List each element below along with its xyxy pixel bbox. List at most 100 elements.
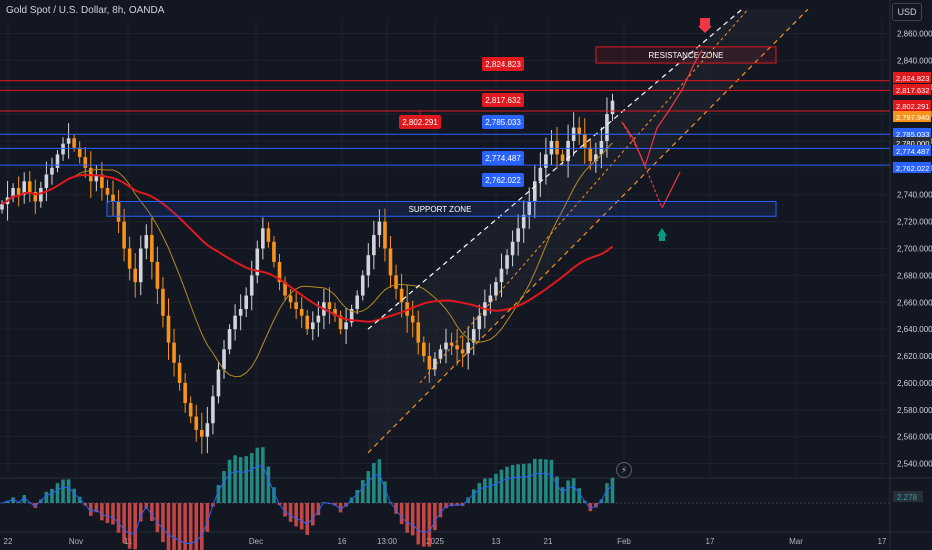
y-tick-label: 2,860.000	[897, 29, 932, 38]
oscillator-bar	[383, 481, 387, 503]
candle	[222, 339, 226, 379]
candle	[594, 142, 598, 173]
oscillator-bar	[77, 496, 82, 503]
lightning-icon[interactable]: ⚡	[616, 462, 632, 478]
oscillator-bar	[33, 503, 38, 508]
oscillator-bar	[466, 497, 470, 503]
oscillator-value-label: 2.278	[897, 493, 918, 502]
oscillator-bar	[588, 503, 593, 512]
oscillator-bar	[50, 488, 54, 503]
oscillator-bar	[227, 459, 232, 503]
oscillator-bar	[166, 503, 171, 550]
oscillator-bar	[544, 459, 548, 503]
candle	[582, 118, 587, 164]
y-tick-label: 2,540.000	[897, 460, 932, 469]
axis-price-tag-label: 2,785.033	[896, 130, 929, 139]
oscillator-bar	[433, 503, 437, 531]
candle	[200, 412, 204, 454]
oscillator-bar	[283, 503, 287, 517]
oscillator-bar	[188, 503, 193, 550]
candle	[211, 385, 215, 435]
oscillator-bar	[577, 488, 581, 503]
oscillator-bar	[355, 489, 359, 503]
oscillator-bar	[305, 503, 310, 535]
candle	[344, 307, 348, 345]
candle	[100, 161, 104, 201]
oscillator-bar	[150, 503, 154, 521]
oscillator-bar	[194, 503, 199, 550]
zone-box[interactable]	[595, 46, 777, 64]
candle	[233, 304, 237, 341]
level-callout	[399, 115, 441, 129]
candle	[150, 217, 154, 280]
support-arrow-stem-icon	[659, 236, 665, 241]
candle	[299, 296, 304, 328]
oscillator-bar	[144, 503, 149, 509]
candle	[77, 141, 82, 164]
candle	[538, 152, 543, 197]
oscillator-bar	[44, 491, 49, 503]
candle	[311, 311, 315, 341]
y-tick-label: 2,640.000	[897, 325, 932, 334]
oscillator-bar	[427, 503, 432, 547]
level-callout-label: 2,824.823	[485, 60, 521, 69]
level-callout-label: 2,762.022	[485, 176, 521, 185]
oscillator-bar	[377, 459, 382, 503]
x-tick-label: 17	[878, 537, 887, 546]
y-tick-label: 2,740.000	[897, 191, 932, 200]
zone-label: SUPPORT ZONE	[409, 205, 472, 214]
candle	[549, 130, 554, 166]
bearish-projection-path	[621, 121, 663, 209]
candle	[305, 309, 310, 335]
oscillator-bar	[477, 483, 482, 503]
candle	[427, 342, 432, 383]
candle	[27, 171, 32, 203]
level-callout-label: 2,817.632	[485, 96, 521, 105]
candle	[105, 179, 110, 204]
oscillator-bar	[266, 466, 271, 503]
oscillator-bar	[288, 503, 293, 522]
x-tick-label: Nov	[69, 537, 83, 546]
candle	[516, 214, 520, 256]
oscillator-bar	[244, 456, 248, 503]
oscillator-bar	[483, 478, 487, 503]
x-tick-label: 17	[706, 537, 715, 546]
axis-price-tag	[893, 72, 931, 83]
currency-button[interactable]: USD	[892, 3, 922, 21]
candle	[444, 328, 448, 364]
x-tick-label: 21	[544, 537, 553, 546]
level-callout	[482, 151, 524, 165]
oscillator-bar	[294, 503, 298, 527]
resistance-arrow-icon	[700, 18, 710, 26]
candle	[377, 209, 382, 248]
zone-box[interactable]	[106, 200, 777, 217]
candle	[22, 172, 26, 204]
oscillator-bar	[89, 503, 93, 516]
candle	[533, 164, 537, 218]
oscillator-bar	[394, 503, 398, 514]
candle	[433, 352, 437, 376]
candle	[460, 335, 465, 368]
oscillator-bar	[122, 503, 126, 544]
candle	[294, 292, 298, 320]
oscillator-bar	[94, 503, 99, 513]
axis-price-tag-label: 2,797.940	[896, 113, 929, 122]
candle	[277, 253, 282, 291]
candle	[194, 404, 199, 442]
oscillator-bar	[138, 503, 143, 522]
candle	[183, 373, 187, 413]
candle	[111, 180, 115, 216]
oscillator-bar	[216, 485, 221, 503]
candle	[33, 179, 38, 214]
oscillator-bar	[177, 503, 182, 550]
oscillator-bar	[594, 503, 598, 508]
fast-moving-average	[1, 142, 613, 378]
oscillator-bar	[494, 473, 498, 503]
oscillator-bar	[560, 487, 565, 503]
candle	[161, 276, 165, 328]
candle	[16, 176, 21, 207]
oscillator-bar	[571, 478, 576, 503]
candle	[83, 147, 88, 178]
oscillator-bar	[205, 503, 210, 532]
